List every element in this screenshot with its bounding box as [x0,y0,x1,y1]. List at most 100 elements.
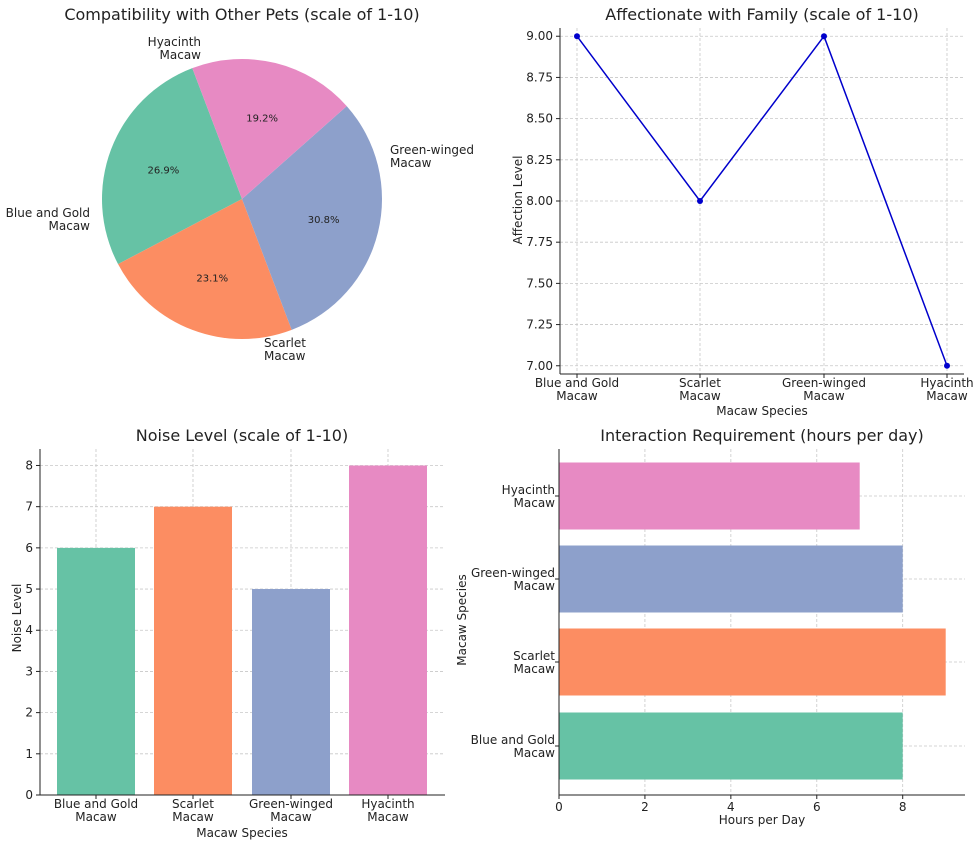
line-point-2 [821,33,827,40]
line-xtick-label-3-line: Hyacinth [920,376,973,390]
line-xtick-label-2-line: Green-winged [782,376,866,390]
line-series [576,34,948,367]
bar-1 [154,506,232,795]
hbar-xtick-label: 2 [641,800,649,814]
pie-pct-label-3: 19.2% [246,113,278,124]
hbar-ytick-label-3-line: Hyacinth [502,483,555,497]
line-xtick-label-1-line: Scarlet [679,376,721,390]
pie-slice-label-3-line: Macaw [160,48,202,62]
pie-slice-label-3-line: Hyacinth [148,35,201,49]
bar-xtick-label-3: Hyacinth Macaw [361,797,414,824]
hbar-xtick-label: 0 [555,800,563,814]
line-xtick-label-0: Blue and Gold Macaw [535,376,619,403]
line-xtick-label-1: Scarlet Macaw [679,376,721,403]
hbar-ytick-label-2-line: Green-winged [471,566,555,580]
line-ylabel: Affection Level [511,156,525,245]
line-ytick-label: 8.75 [526,70,553,84]
line-xtick-label-0-line: Blue and Gold [535,376,619,390]
line-xtick-label-2-line: Macaw [803,389,845,403]
bar-2 [252,589,330,795]
hbar-chart-interaction: Interaction Requirement (hours per day) … [455,426,965,827]
hbar-ytick-label-0-line: Blue and Gold [471,733,555,747]
bar-ytick-label: 1 [25,747,33,761]
pie-title: Compatibility with Other Pets (scale of … [64,5,419,24]
hbar-ytick-label-0-line: Macaw [514,746,556,760]
pie-slice-label-1-line: Macaw [264,349,306,363]
bar-3 [349,465,427,795]
hbar-title: Interaction Requirement (hours per day) [600,426,924,445]
bar-xtick-label-2-line: Green-winged [249,797,333,811]
bar-ytick-label: 3 [25,664,33,678]
pie-slice-label-0: Blue and Gold Macaw [6,206,91,233]
line-ytick-label: 7.75 [526,235,553,249]
bar-ytick-label: 4 [25,623,33,637]
hbar-1 [559,628,946,696]
line-xlabel: Macaw Species [716,404,807,418]
pie-slice-label-2: Green-winged Macaw [390,143,474,170]
pie-slice-label-1-line: Scarlet [264,336,306,350]
hbar-ytick-label-0: Blue and Gold Macaw [471,733,556,760]
bar-xlabel: Macaw Species [196,826,287,840]
bar-chart-noise: Noise Level (scale of 1-10) 0 1 2 3 4 5 6 7 8 Blu… [10,426,445,840]
hbar-xtick-label: 8 [899,800,907,814]
hbar-xtick-label: 4 [727,800,735,814]
hbar-ytick-label-1: Scarlet Macaw [513,649,555,676]
line-ytick-label: 8.50 [526,112,553,126]
line-chart-affection: Affectionate with Family (scale of 1-10)… [511,5,974,418]
line-point-0 [574,33,580,40]
line-xtick-label-2: Green-winged Macaw [782,376,866,403]
bar-xtick-label-0-line: Blue and Gold [54,797,138,811]
line-ytick-label: 7.00 [526,359,553,373]
bar-ytick-label: 8 [25,458,33,472]
hbar-ytick-label-3-line: Macaw [514,496,556,510]
hbar-0 [559,712,903,780]
bar-xtick-label-1: Scarlet Macaw [172,797,214,824]
pie-slice-3 [192,58,347,199]
line-xtick-label-1-line: Macaw [679,389,721,403]
bar-xtick-label-2: Green-winged Macaw [249,797,333,824]
line-ytick-label: 8.25 [526,153,553,167]
pie-slice-2 [242,106,382,330]
line-xtick-label-3-line: Macaw [926,389,968,403]
pie-slice-label-3: Hyacinth Macaw [148,35,202,62]
hbar-xtick-label: 6 [813,800,821,814]
line-xtick-label-3: Hyacinth Macaw [920,376,973,403]
bar-xtick-label-3-line: Macaw [367,810,409,824]
line-ytick-label: 9.00 [526,29,553,43]
pie-pct-label-1: 23.1% [196,274,228,285]
pie-slice-1 [118,199,292,340]
bar-ytick-label: 6 [25,541,33,555]
bar-xtick-label-1-line: Scarlet [172,797,214,811]
hbar-ytick-label-1-line: Macaw [514,662,556,676]
hbar-ytick-label-1-line: Scarlet [513,649,555,663]
pie-slice-label-1: Scarlet Macaw [264,336,306,363]
line-xtick-label-0-line: Macaw [556,389,598,403]
line-point-3 [944,362,950,369]
line-title: Affectionate with Family (scale of 1-10) [605,5,918,24]
pie-chart-compatibility: Compatibility with Other Pets (scale of … [6,5,474,363]
pie-slice-label-0-line: Blue and Gold [6,206,90,220]
bar-xtick-label-3-line: Hyacinth [361,797,414,811]
hbar-ytick-label-2-line: Macaw [514,579,556,593]
hbar-ytick-label-2: Green-winged Macaw [471,566,555,593]
bar-xtick-label-0-line: Macaw [75,810,117,824]
hbar-xlabel: Hours per Day [719,813,805,827]
pie-slice-0 [101,68,242,265]
bar-ytick-label: 2 [25,706,33,720]
pie-slice-label-2-line: Green-winged [390,143,474,157]
bar-title: Noise Level (scale of 1-10) [136,426,348,445]
bar-xtick-label-2-line: Macaw [270,810,312,824]
bar-0 [57,547,135,795]
bar-xtick-label-1-line: Macaw [172,810,214,824]
hbar-ylabel: Macaw Species [455,574,469,665]
line-ytick-label: 7.50 [526,276,553,290]
bar-ylabel: Noise Level [10,584,24,653]
bar-xtick-label-0: Blue and Gold Macaw [54,797,138,824]
pie-pct-label-2: 30.8% [308,215,340,226]
hbar-3 [559,462,860,530]
bar-ytick-label: 0 [25,788,33,802]
hbar-ytick-label-3: Hyacinth Macaw [502,483,556,510]
line-ytick-label: 8.00 [526,194,553,208]
bar-ytick-label: 7 [25,500,33,514]
pie-slice-label-0-line: Macaw [49,219,91,233]
